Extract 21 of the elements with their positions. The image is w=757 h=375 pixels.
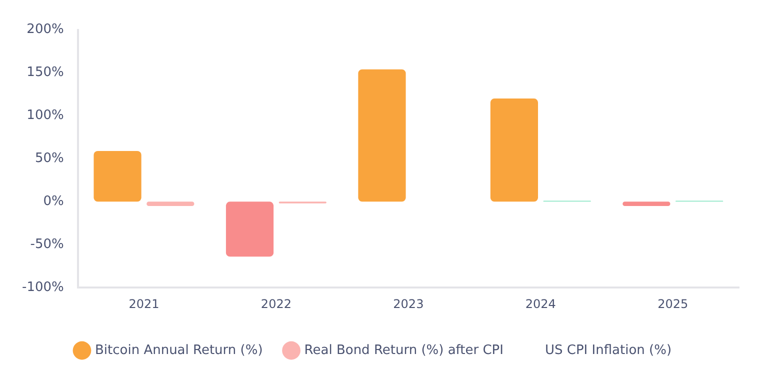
bar (622, 202, 670, 206)
x-tick-label: 2022 (260, 296, 292, 311)
bar (94, 150, 142, 202)
y-tick-label: -50% (30, 237, 64, 252)
legend-label: Bitcoin Annual Return (%) (94, 342, 263, 358)
text: US CPI Inflation (%) (544, 342, 672, 358)
bar (490, 98, 538, 202)
y-tick-label: 200% (26, 22, 64, 38)
y-tick-label: 100% (26, 108, 64, 124)
y-tick-label: 50% (34, 151, 64, 166)
x-tick-label: 2021 (128, 296, 160, 311)
y-tick-label: 150% (26, 65, 64, 80)
x-tick-label: 2023 (393, 296, 424, 311)
y-tick-label: -100% (22, 280, 64, 295)
bar (226, 202, 274, 257)
bar (358, 69, 406, 202)
legend-label: Real Bond Return (%) after CPI (304, 342, 504, 358)
x-tick-label: 2024 (525, 296, 556, 311)
x-tick-label: 2025 (658, 296, 688, 311)
y-tick-label: 0% (43, 194, 64, 210)
bar (146, 202, 194, 206)
